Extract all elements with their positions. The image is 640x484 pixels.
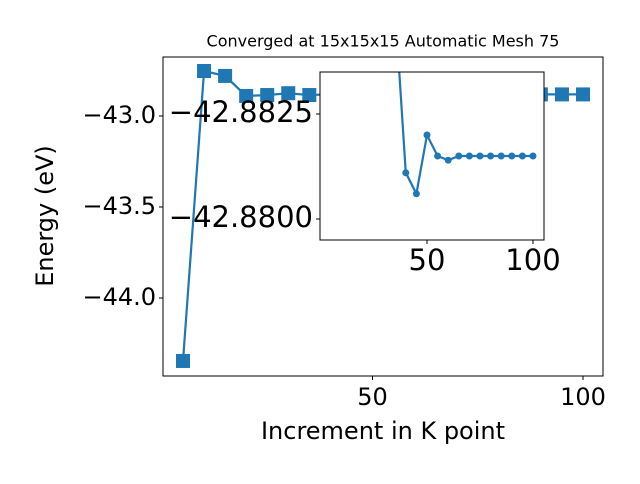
y-tick-label: −44.0: [82, 283, 156, 311]
marker: [455, 152, 463, 160]
marker: [423, 131, 431, 139]
marker: [392, 6, 399, 13]
marker: [554, 87, 569, 102]
y-axis-label: Energy (eV): [31, 145, 59, 287]
x-axis-label: Increment in K point: [261, 417, 505, 445]
marker: [239, 88, 254, 103]
marker: [529, 152, 537, 160]
x-tick-label: 50: [357, 383, 388, 411]
marker: [402, 169, 410, 177]
marker: [518, 152, 526, 160]
y-tick-label: −43.5: [82, 192, 156, 220]
marker: [576, 87, 590, 102]
x-tick-label: 100: [505, 243, 560, 277]
marker: [476, 152, 484, 160]
x-tick-label: 50: [409, 243, 446, 277]
marker: [465, 152, 473, 160]
marker: [281, 86, 296, 101]
marker: [197, 64, 212, 79]
marker: [434, 152, 442, 160]
axes-frame: [319, 71, 545, 241]
marker: [487, 152, 495, 160]
marker: [176, 353, 190, 368]
chart-title: Converged at 15x15x15 Automatic Mesh 75: [207, 32, 560, 51]
plot-data: [392, 6, 537, 198]
marker: [412, 190, 420, 198]
marker: [260, 88, 275, 103]
marker: [302, 88, 317, 103]
axes-frame: [162, 56, 604, 377]
marker: [218, 68, 233, 83]
marker: [508, 152, 516, 160]
marker: [444, 156, 452, 164]
marker: [497, 152, 505, 160]
x-tick-label: 100: [560, 383, 606, 411]
y-tick-label: −42.8825: [169, 95, 313, 129]
y-tick-label: −43.0: [82, 101, 156, 129]
y-tick-label: −42.8800: [169, 200, 313, 234]
